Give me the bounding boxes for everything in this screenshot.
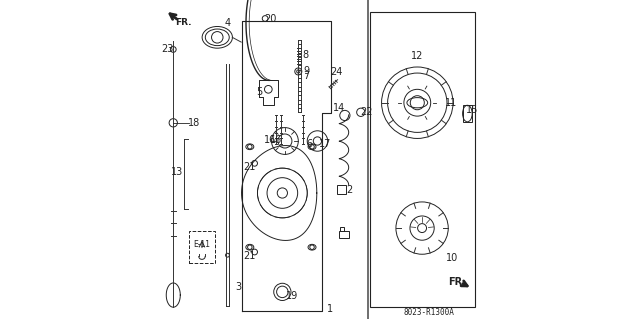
Text: 5: 5: [256, 87, 262, 97]
Text: 3: 3: [236, 282, 242, 292]
Text: E-11: E-11: [193, 240, 211, 249]
Bar: [340, 227, 344, 231]
Text: 22: 22: [360, 107, 372, 117]
Bar: [189, 231, 216, 263]
Text: 6: 6: [306, 139, 312, 149]
Text: 1: 1: [326, 304, 333, 315]
Text: 16: 16: [264, 135, 276, 145]
Text: 4: 4: [225, 18, 230, 28]
Bar: [370, 12, 475, 307]
Text: 12: 12: [411, 51, 424, 62]
Bar: [463, 105, 472, 122]
Text: 11: 11: [445, 98, 457, 108]
Text: 21: 21: [243, 251, 255, 261]
Text: 10: 10: [446, 253, 458, 263]
Text: FR.: FR.: [175, 18, 192, 27]
Text: 14: 14: [333, 103, 345, 114]
Text: 24: 24: [330, 67, 342, 77]
Text: FR.: FR.: [448, 277, 466, 287]
Text: 8: 8: [303, 50, 308, 60]
Text: 16: 16: [270, 135, 282, 145]
Text: 8023-R1300A: 8023-R1300A: [403, 308, 454, 317]
Text: 15: 15: [467, 105, 479, 115]
Text: 19: 19: [286, 291, 298, 301]
Text: 21: 21: [243, 162, 255, 172]
Bar: [339, 231, 349, 238]
Bar: [337, 185, 346, 194]
Text: 13: 13: [171, 167, 183, 177]
Text: 9: 9: [303, 66, 310, 76]
Text: 23: 23: [161, 44, 173, 55]
Text: 2: 2: [346, 185, 353, 195]
Text: 18: 18: [188, 118, 200, 128]
Text: 7: 7: [303, 71, 310, 81]
Text: 20: 20: [264, 14, 276, 24]
Text: 17: 17: [319, 139, 331, 149]
